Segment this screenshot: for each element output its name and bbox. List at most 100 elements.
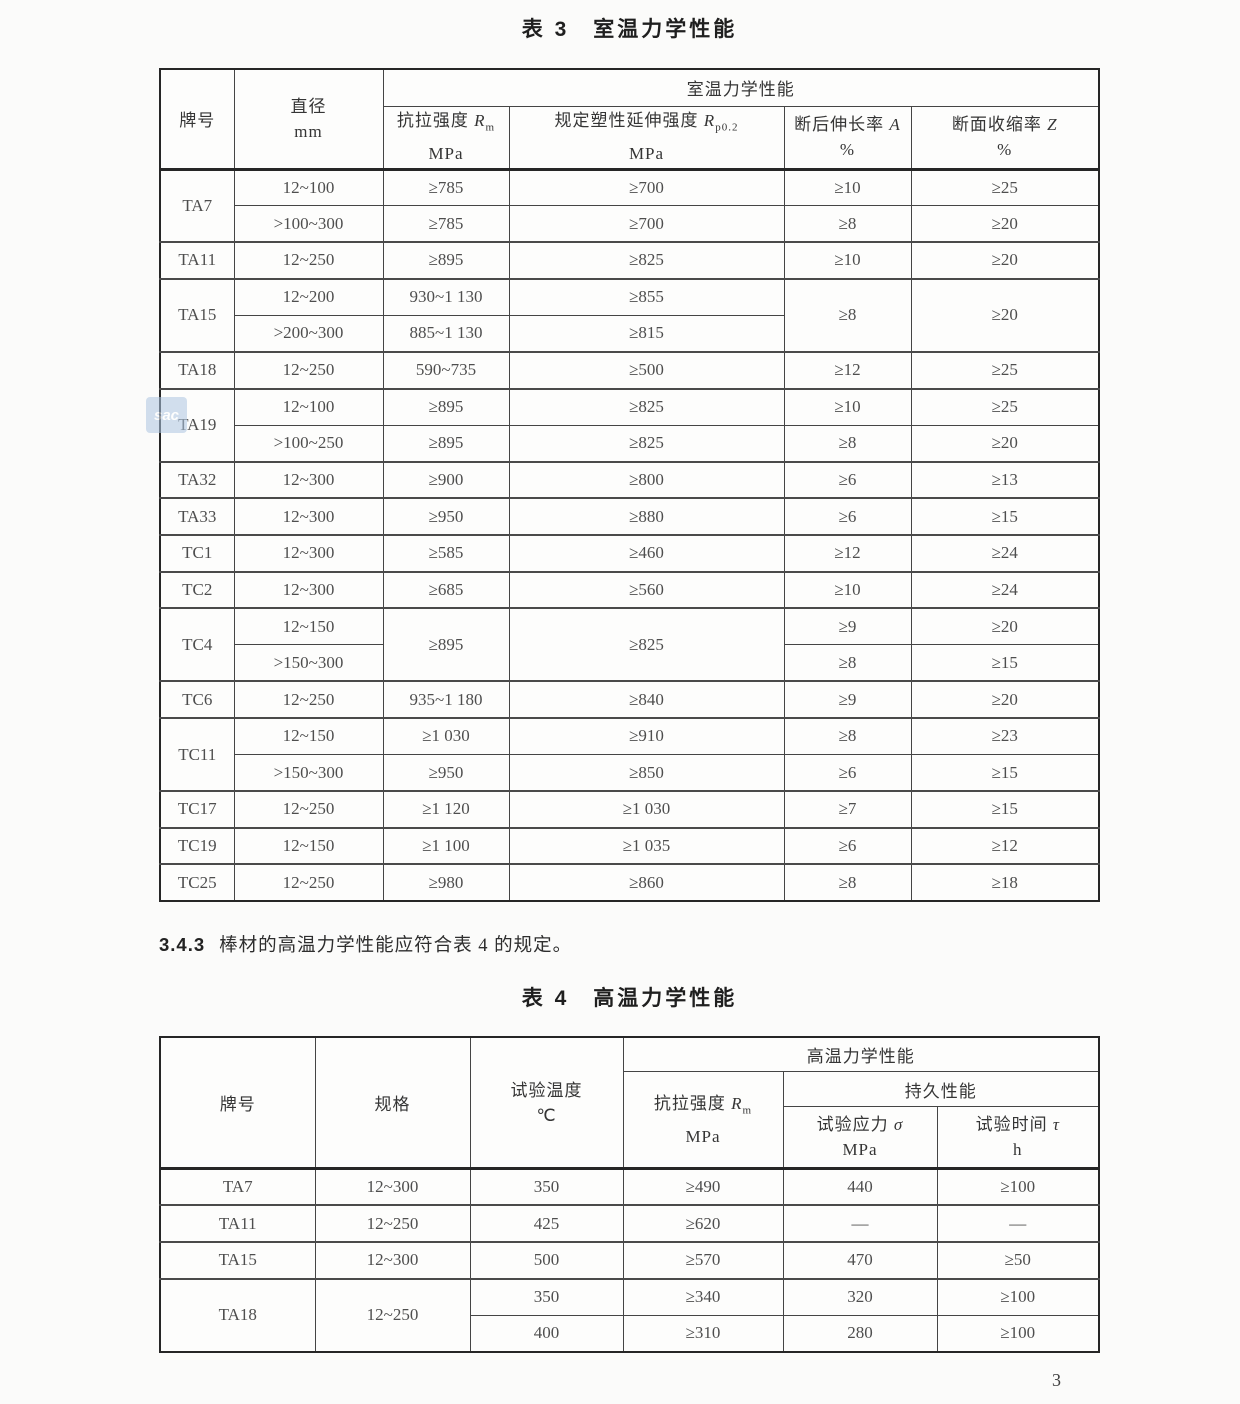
cell-elongation: ≥6 xyxy=(783,826,912,865)
table-row: TA32 12~300 ≥900 ≥800 ≥6 ≥13 xyxy=(159,460,1100,499)
cell-time: ≥100 xyxy=(936,1277,1100,1316)
table-row: TC1 12~300 ≥585 ≥460 ≥12 ≥24 xyxy=(159,533,1100,573)
cell-diameter: 12~100 xyxy=(233,387,384,426)
cell-rp02: ≥700 xyxy=(508,167,785,207)
cell-diameter: 12~250 xyxy=(233,790,384,829)
cell-time: — xyxy=(936,1204,1100,1243)
cell-rm: ≥310 xyxy=(622,1314,784,1353)
cell-rm: ≥340 xyxy=(622,1277,784,1316)
cell-rm: 885~1 130 xyxy=(382,314,510,353)
t3-header-proof-strength-unit: MPa xyxy=(628,143,665,163)
cell-reduction: ≥15 xyxy=(910,497,1100,536)
cell-reduction: ≥20 xyxy=(910,205,1100,243)
cell-diameter: 12~250 xyxy=(233,680,384,719)
cell-rp02: ≥700 xyxy=(508,205,785,243)
cell-reduction: ≥25 xyxy=(910,167,1100,207)
cell-temp: 350 xyxy=(469,1167,624,1206)
cell-diameter: >100~250 xyxy=(233,424,384,463)
cell-spec: 12~250 xyxy=(314,1277,471,1353)
cell-reduction: ≥20 xyxy=(910,424,1100,463)
table-row: TC2 12~300 ≥685 ≥560 ≥10 ≥24 xyxy=(159,570,1100,609)
cell-diameter: 12~150 xyxy=(233,607,384,646)
cell-temp: 400 xyxy=(469,1314,624,1353)
t4-header-temp: 试验温度 ℃ xyxy=(469,1036,624,1170)
t3-header-elongation: 断后伸长率 A % xyxy=(783,105,912,170)
cell-diameter: 12~300 xyxy=(233,460,384,499)
cell-rp02: ≥500 xyxy=(508,350,785,390)
t3-header-diameter-unit: mm xyxy=(294,121,323,141)
table-row: TC11 12~150 ≥1 030 ≥910 ≥8 ≥23 xyxy=(159,716,1100,792)
cell-rm: ≥620 xyxy=(622,1204,784,1243)
cell-rp02: ≥880 xyxy=(508,497,785,536)
cell-diameter: 12~250 xyxy=(233,350,384,390)
t3-header-elongation-unit: % xyxy=(839,140,856,159)
cell-grade: TC25 xyxy=(159,863,235,902)
cell-elongation: ≥6 xyxy=(783,460,912,499)
cell-diameter: >150~300 xyxy=(233,754,384,792)
cell-grade: TA18 xyxy=(159,1277,316,1353)
cell-diameter: >150~300 xyxy=(233,644,384,682)
cell-diameter: 12~300 xyxy=(233,497,384,536)
cell-time: ≥50 xyxy=(936,1241,1100,1280)
cell-rm: 930~1 130 xyxy=(382,277,510,316)
cell-grade: TA15 xyxy=(159,277,235,353)
cell-elongation: ≥10 xyxy=(783,167,912,207)
cell-grade: TA33 xyxy=(159,497,235,536)
table-row: TA7 12~100 ≥785 ≥700 ≥10 ≥25 xyxy=(159,167,1100,243)
cell-elongation: ≥9 xyxy=(783,607,912,646)
t4-header-time-unit: h xyxy=(1013,1140,1023,1160)
cell-rp02: ≥560 xyxy=(508,570,785,609)
cell-elongation: ≥10 xyxy=(783,570,912,609)
cell-time: ≥100 xyxy=(936,1314,1100,1353)
cell-diameter: 12~150 xyxy=(233,716,384,755)
cell-spec: 12~300 xyxy=(314,1167,471,1206)
cell-stress: 470 xyxy=(782,1241,938,1280)
cell-rp02: ≥800 xyxy=(508,460,785,499)
cell-rp02: ≥1 035 xyxy=(508,826,785,865)
table-row: TA11 12~250 ≥895 ≥825 ≥10 ≥20 xyxy=(159,241,1100,280)
clause-number: 3.4.3 xyxy=(159,933,206,955)
cell-diameter: >200~300 xyxy=(233,314,384,353)
cell-elongation: ≥8 xyxy=(783,863,912,902)
cell-temp: 500 xyxy=(469,1241,624,1280)
cell-diameter: >100~300 xyxy=(233,205,384,243)
cell-reduction: ≥24 xyxy=(910,533,1100,573)
page-content: 表 3 室温力学性能 牌号 直径 mm 室温力学性能 抗拉强度 Rm MPa xyxy=(159,18,1100,1353)
t3-header-proof-strength-label: 规定塑性延伸强度 Rp0.2 xyxy=(554,111,739,134)
cell-temp: 350 xyxy=(469,1277,624,1316)
table-row: TC25 12~250 ≥980 ≥860 ≥8 ≥18 xyxy=(159,863,1100,902)
cell-rm: ≥950 xyxy=(382,497,510,536)
t3-header-tensile-strength-unit: MPa xyxy=(428,143,464,163)
cell-rm: ≥895 xyxy=(382,424,510,463)
t4-header-stress-unit: MPa xyxy=(842,1140,878,1160)
cell-grade: TA11 xyxy=(159,1204,316,1243)
table-row: >100~300 ≥785 ≥700 ≥8 ≥20 xyxy=(160,205,1100,243)
cell-grade: TC19 xyxy=(159,826,235,865)
cell-reduction: ≥25 xyxy=(910,350,1100,390)
cell-rp02: ≥815 xyxy=(508,314,785,353)
cell-elongation: ≥8 xyxy=(783,205,912,243)
t3-header-reduction-unit: % xyxy=(997,140,1013,159)
t4-header-tensile-strength: 抗拉强度 Rm MPa xyxy=(622,1071,784,1170)
cell-rp02: ≥860 xyxy=(508,863,785,902)
cell-spec: 12~300 xyxy=(314,1241,471,1280)
cell-temp: 425 xyxy=(469,1204,624,1243)
cell-rp02: ≥855 xyxy=(508,277,785,316)
t4-header-endurance: 持久性能 xyxy=(782,1071,1100,1108)
t3-header-tensile-strength: 抗拉强度 Rm MPa xyxy=(382,105,510,170)
cell-reduction: ≥12 xyxy=(910,826,1100,865)
t4-header-tensile-strength-unit: MPa xyxy=(685,1126,721,1146)
cell-elongation: ≥12 xyxy=(783,350,912,390)
table3-title: 表 3 室温力学性能 xyxy=(521,18,738,41)
cell-reduction: ≥13 xyxy=(910,460,1100,499)
cell-reduction: ≥20 xyxy=(910,277,1100,353)
cell-reduction: ≥15 xyxy=(910,644,1100,682)
cell-rm: ≥1 030 xyxy=(382,716,510,755)
table-row: >150~300 ≥8 ≥15 xyxy=(160,644,1100,682)
t4-header-tensile-strength-label: 抗拉强度 Rm xyxy=(653,1094,753,1117)
watermark-logo: sac xyxy=(146,397,187,433)
cell-rm: ≥685 xyxy=(382,570,510,609)
cell-reduction: ≥15 xyxy=(910,790,1100,829)
t4-header-time: 试验时间 τ h xyxy=(936,1106,1100,1170)
